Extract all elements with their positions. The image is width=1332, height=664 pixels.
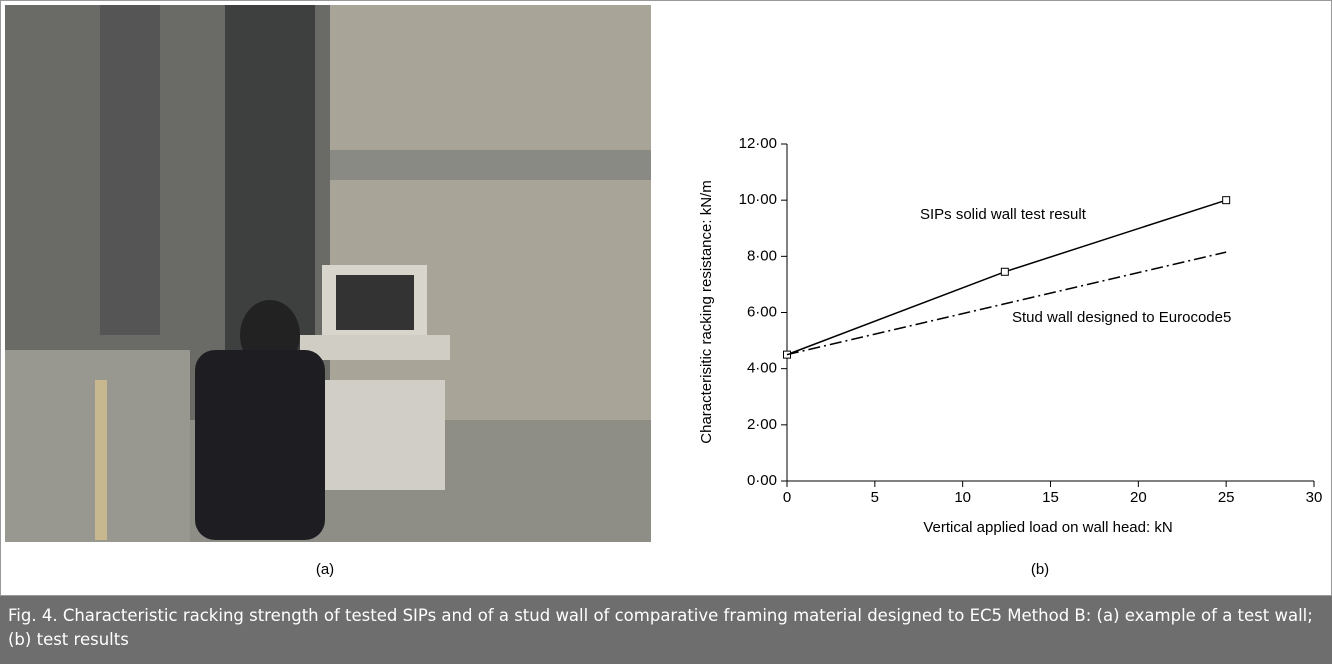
x-axis-label: Vertical applied load on wall head: kN	[923, 519, 1172, 536]
data-point	[1223, 197, 1230, 204]
x-tick-label: 5	[871, 489, 879, 506]
x-tick-label: 20	[1130, 489, 1147, 506]
x-tick-label: 25	[1218, 489, 1235, 506]
page: (a) (b) Vertical applied load on wall he…	[0, 0, 1332, 664]
y-tick-label: 2·00	[747, 416, 777, 433]
y-tick-label: 6·00	[747, 303, 777, 320]
panel-label: (b)	[1031, 561, 1049, 578]
data-point	[1001, 268, 1008, 275]
series-label: SIPs solid wall test result	[920, 206, 1087, 223]
y-tick-label: 10·00	[739, 191, 777, 208]
x-tick-label: 10	[954, 489, 971, 506]
y-tick-label: 12·00	[739, 135, 777, 152]
y-tick-label: 8·00	[747, 247, 777, 264]
panel-label: (a)	[316, 561, 334, 578]
x-tick-label: 30	[1306, 489, 1323, 506]
figure: (a) (b) Vertical applied load on wall he…	[0, 0, 1332, 596]
caption: Fig. 4. Characteristic racking strength …	[0, 596, 1332, 664]
y-tick-label: 0·00	[747, 472, 777, 489]
x-tick-label: 15	[1042, 489, 1059, 506]
photo	[5, 5, 651, 542]
series-label: Stud wall designed to Eurocode5	[1012, 309, 1231, 326]
y-tick-label: 4·00	[747, 360, 777, 377]
y-axis-label: Characterisitic racking resistance: kN/m	[698, 180, 715, 443]
x-tick-label: 0	[783, 489, 791, 506]
